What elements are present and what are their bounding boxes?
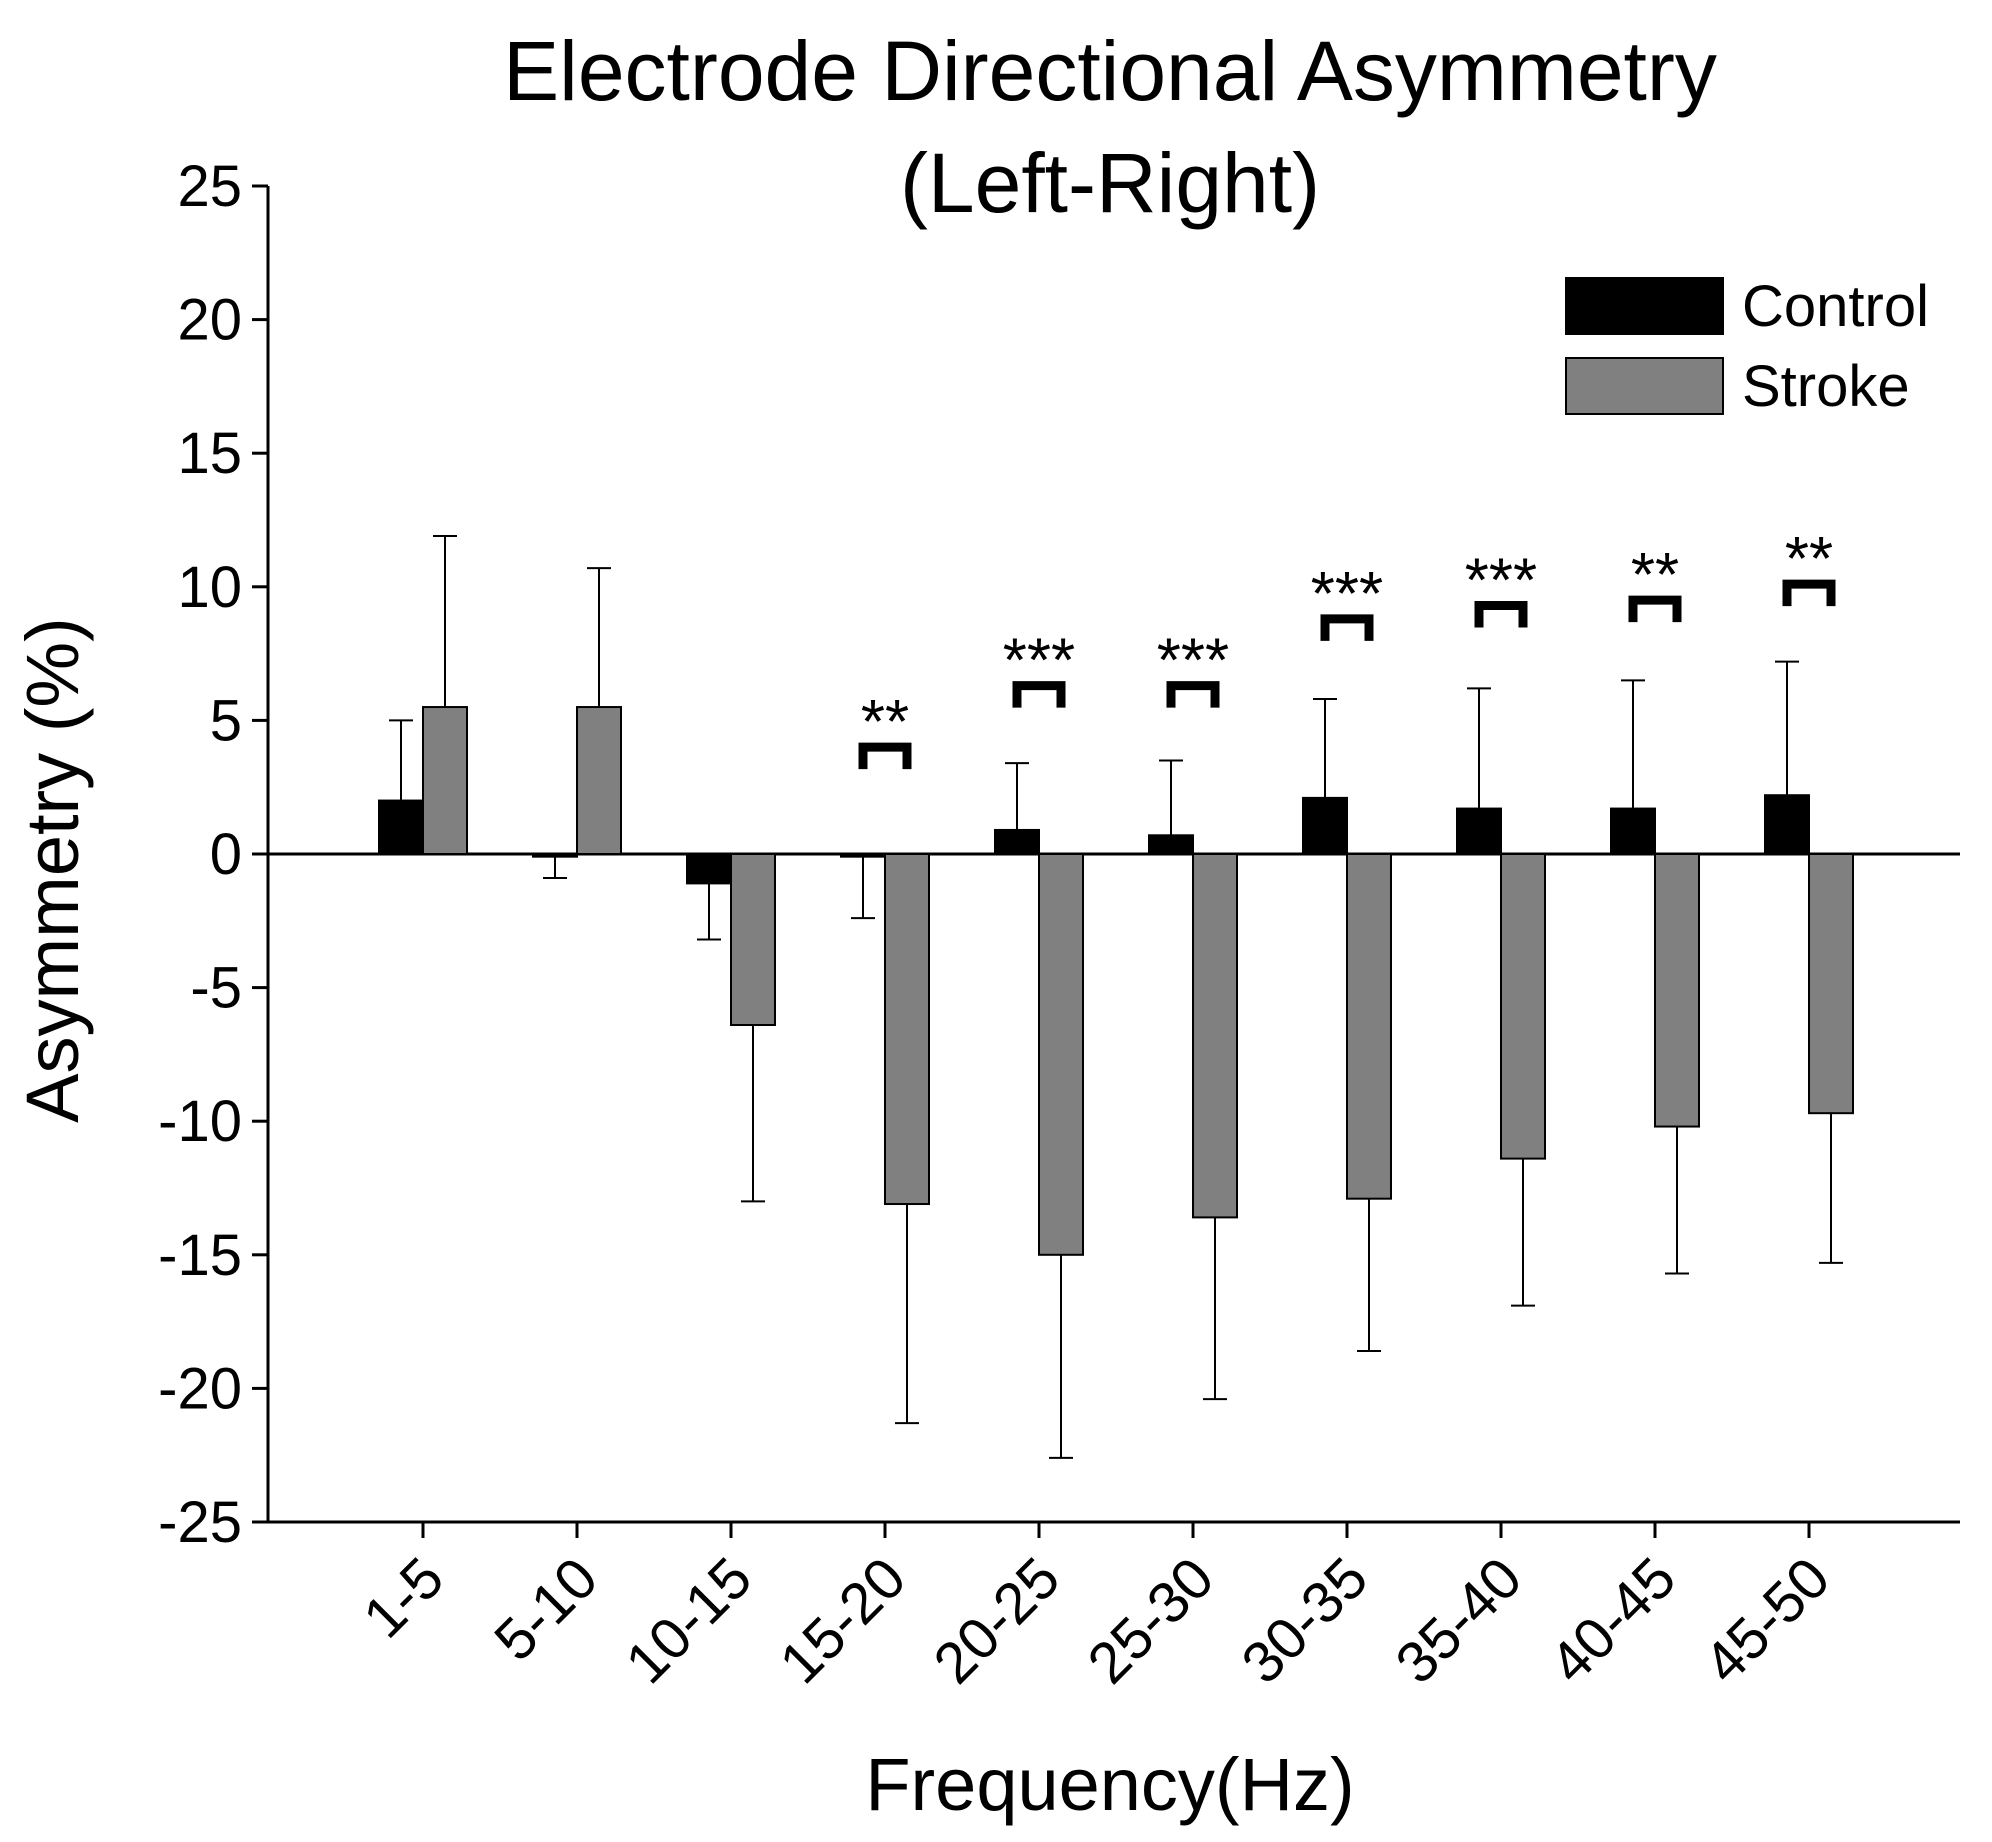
control-bar	[1764, 794, 1810, 856]
x-tick-label: 40-45	[1537, 1545, 1688, 1696]
stroke-bar	[1500, 853, 1546, 1160]
control-bar	[840, 853, 886, 858]
x-tick-label: 20-25	[921, 1545, 1072, 1696]
significance-bracket	[1782, 579, 1836, 607]
stroke-bar	[1038, 853, 1084, 1256]
stroke-bar	[1192, 853, 1238, 1219]
y-tick-label: -25	[158, 1490, 242, 1555]
x-tick-label: 15-20	[767, 1545, 918, 1696]
legend-label-stroke: Stroke	[1742, 354, 1910, 419]
legend-swatch-control	[1565, 277, 1724, 335]
chart-subtitle: (Left-Right)	[900, 136, 1320, 230]
stroke-bar	[1346, 853, 1392, 1200]
legend: Control Stroke	[1565, 274, 1929, 419]
significance-bracket	[1628, 595, 1682, 623]
y-axis-label: Asymmetry (%)	[11, 617, 94, 1123]
x-tick-label: 30-35	[1229, 1545, 1380, 1696]
y-tick-label: 20	[177, 288, 242, 353]
stroke-bar	[422, 706, 468, 855]
significance-bracket	[1320, 614, 1374, 641]
significance-bracket	[1166, 681, 1220, 708]
significance-marker: **	[861, 688, 909, 757]
stroke-bar	[1808, 853, 1854, 1115]
control-bar	[686, 853, 732, 885]
x-tick-label: 10-15	[613, 1545, 764, 1696]
control-bar	[378, 799, 424, 855]
significance-bracket	[1012, 681, 1066, 708]
significance-bracket	[858, 742, 912, 770]
control-bar	[994, 828, 1040, 856]
y-tick-label: -20	[158, 1356, 242, 1421]
legend-swatch-stroke	[1565, 357, 1724, 415]
significance-marker: ***	[1311, 560, 1383, 629]
x-axis-label: Frequency(Hz)	[865, 1743, 1354, 1826]
control-bar	[1302, 796, 1348, 855]
x-tick-label: 45-50	[1691, 1545, 1842, 1696]
y-tick-label: 15	[177, 421, 242, 486]
x-tick-label: 35-40	[1383, 1545, 1534, 1696]
control-bar	[532, 853, 578, 858]
y-tick-label: 0	[210, 822, 242, 887]
y-tick-label: -5	[190, 956, 242, 1021]
significance-marker: ***	[1465, 547, 1537, 616]
y-tick-label: 25	[177, 154, 242, 219]
significance-marker: **	[1631, 541, 1679, 610]
stroke-bar	[884, 853, 930, 1206]
stroke-bar	[730, 853, 776, 1027]
stroke-bar	[576, 706, 622, 855]
control-bar	[1456, 807, 1502, 855]
x-tick-label: 5-10	[482, 1545, 610, 1673]
x-tick-label: 25-30	[1075, 1545, 1226, 1696]
y-tick-label: -15	[158, 1223, 242, 1288]
significance-marker: **	[1785, 525, 1833, 594]
legend-label-control: Control	[1742, 274, 1929, 339]
control-bar	[1148, 834, 1194, 856]
x-tick-label: 1-5	[351, 1545, 456, 1650]
significance-marker: ***	[1157, 627, 1229, 696]
control-bar	[1610, 807, 1656, 855]
y-tick-label: 5	[210, 688, 242, 753]
chart-title: Electrode Directional Asymmetry	[503, 24, 1717, 118]
significance-marker: ***	[1003, 627, 1075, 696]
y-tick-label: -10	[158, 1089, 242, 1154]
stroke-bar	[1654, 853, 1700, 1128]
significance-bracket	[1474, 601, 1528, 628]
y-tick-label: 10	[177, 555, 242, 620]
